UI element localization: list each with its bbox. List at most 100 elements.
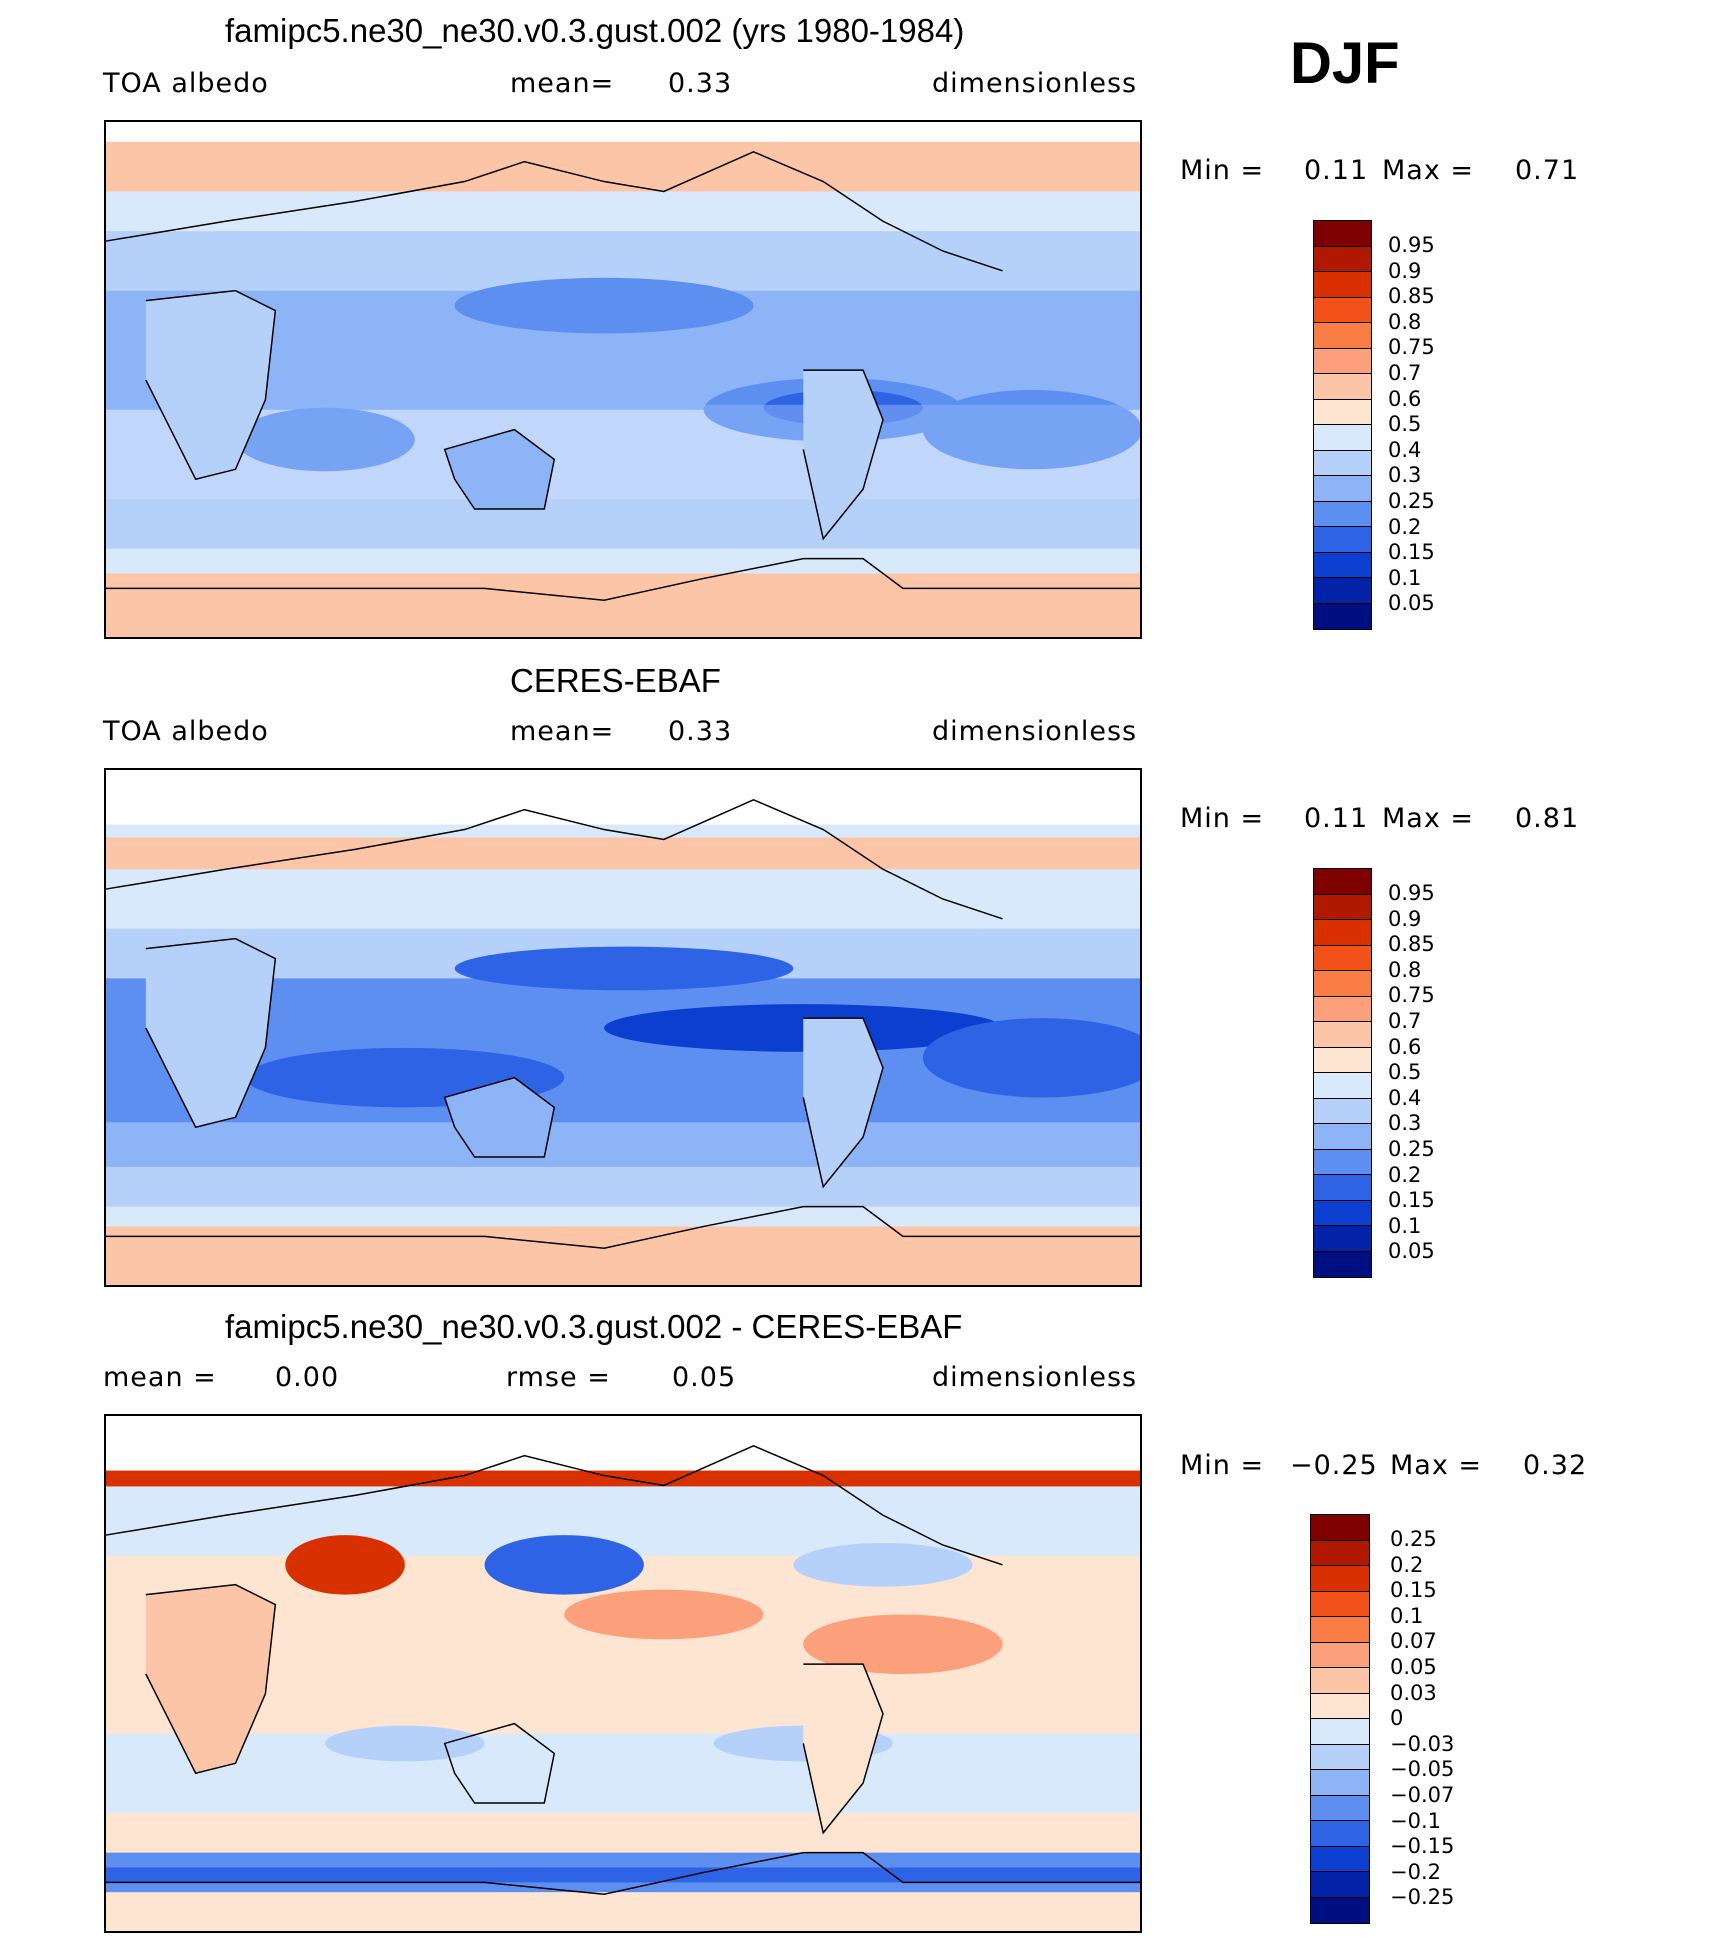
colorbar-tick-label: 0.8: [1388, 957, 1422, 982]
panel-2-title: CERES-EBAF: [510, 662, 721, 699]
panel-1-mean-label: mean=: [510, 68, 615, 99]
colorbar-tick-label: 0.3: [1388, 1111, 1422, 1136]
panel-3-title: famipc5.ne30_ne30.v0.3.gust.002 - CERES-…: [225, 1308, 963, 1345]
panel-1-max-label: Max =: [1382, 155, 1475, 186]
panel-3-mean-value: 0.00: [275, 1362, 340, 1393]
panel-3-units: dimensionless: [932, 1362, 1138, 1393]
colorbar-segment: [1311, 1591, 1369, 1617]
colorbar-segment: [1314, 603, 1371, 629]
colorbar-tick-label: 0.15: [1388, 1188, 1435, 1213]
panel-3-colorbar: [1310, 1514, 1370, 1924]
panel-3-map: [104, 1414, 1142, 1933]
colorbar-segment: [1314, 1047, 1371, 1073]
panel-2-colorbar: [1313, 868, 1372, 1278]
colorbar-tick-label: 0.85: [1388, 284, 1435, 309]
colorbar-tick-label: 0.05: [1390, 1654, 1437, 1679]
colorbar-tick-label: 0.25: [1388, 1136, 1435, 1161]
colorbar-tick-label: 0.03: [1390, 1680, 1437, 1705]
colorbar-segment: [1311, 1668, 1369, 1694]
panel-1-colorbar-labels: 0.95 0.9 0.85 0.8 0.75 0.7 0.6 0.5 0.4 0.3 0.25 0.2…: [1388, 233, 1435, 617]
panel-2-units: dimensionless: [932, 716, 1138, 747]
colorbar-tick-label: 0.05: [1388, 591, 1435, 616]
colorbar-tick-label: 0.9: [1388, 906, 1422, 931]
colorbar-segment: [1314, 476, 1371, 502]
colorbar-tick-label: 0.5: [1388, 1060, 1422, 1085]
colorbar-segment: [1311, 1846, 1369, 1872]
colorbar-segment: [1314, 246, 1371, 272]
colorbar-segment: [1311, 1795, 1369, 1821]
panel-3-rmse-value: 0.05: [672, 1362, 737, 1393]
colorbar-segment: [1314, 1124, 1371, 1150]
colorbar-segment: [1311, 1642, 1369, 1668]
panel-1-colorbar: [1313, 220, 1372, 630]
colorbar-segment: [1311, 1770, 1369, 1796]
colorbar-segment: [1314, 399, 1371, 425]
colorbar-tick-label: 0.2: [1388, 1162, 1422, 1187]
colorbar-segment: [1311, 1566, 1369, 1592]
colorbar-tick-label: −0.07: [1390, 1782, 1455, 1807]
colorbar-segment: [1311, 1515, 1369, 1541]
colorbar-tick-label: 0.1: [1388, 1213, 1422, 1238]
colorbar-tick-label: 0.2: [1390, 1552, 1424, 1577]
panel-2-min-value: 0.11: [1304, 803, 1369, 834]
colorbar-segment: [1314, 450, 1371, 476]
colorbar-tick-label: −0.1: [1390, 1808, 1441, 1833]
colorbar-tick-label: 0.95: [1388, 881, 1435, 905]
colorbar-tick-label: 0.25: [1388, 488, 1435, 513]
colorbar-segment: [1314, 945, 1371, 971]
colorbar-tick-label: 0.3: [1388, 463, 1422, 488]
colorbar-tick-label: 0.75: [1388, 335, 1435, 360]
colorbar-tick-label: 0.25: [1390, 1527, 1437, 1551]
colorbar-tick-label: 0.4: [1388, 1085, 1422, 1110]
panel-3-max-value: 0.32: [1523, 1450, 1588, 1481]
colorbar-segment: [1314, 425, 1371, 451]
panel-3-min-label: Min =: [1180, 1450, 1265, 1481]
colorbar-tick-label: 0: [1390, 1706, 1404, 1731]
colorbar-tick-label: 0.9: [1388, 258, 1422, 283]
colorbar-segment: [1314, 996, 1371, 1022]
colorbar-tick-label: 0.15: [1390, 1578, 1437, 1603]
colorbar-segment: [1311, 1821, 1369, 1847]
colorbar-segment: [1314, 323, 1371, 349]
colorbar-segment: [1314, 1022, 1371, 1048]
colorbar-tick-label: −0.2: [1390, 1859, 1441, 1884]
colorbar-tick-label: 0.6: [1388, 386, 1422, 411]
colorbar-segment: [1314, 527, 1371, 553]
panel-2-colorbar-labels: 0.95 0.9 0.85 0.8 0.75 0.7 0.6 0.5 0.4 0.3 0.25 0.2…: [1388, 881, 1435, 1265]
colorbar-tick-label: 0.2: [1388, 514, 1422, 539]
colorbar-tick-label: 0.85: [1388, 932, 1435, 957]
colorbar-segment: [1311, 1693, 1369, 1719]
colorbar-segment: [1314, 894, 1371, 920]
colorbar-tick-label: −0.15: [1390, 1834, 1455, 1859]
panel-3-min-value: −0.25: [1290, 1450, 1378, 1481]
colorbar-tick-label: 0.5: [1388, 412, 1422, 437]
panel-2-map: [104, 768, 1142, 1287]
colorbar-tick-label: 0.07: [1390, 1629, 1437, 1654]
colorbar-tick-label: −0.03: [1390, 1731, 1455, 1756]
colorbar-segment: [1314, 552, 1371, 578]
colorbar-segment: [1314, 1200, 1371, 1226]
panel-3-map-svg: [106, 1416, 1140, 1931]
colorbar-segment: [1311, 1897, 1369, 1923]
colorbar-segment: [1314, 971, 1371, 997]
colorbar-tick-label: 0.8: [1388, 309, 1422, 334]
season-label: DJF: [1290, 31, 1400, 96]
colorbar-tick-label: 0.4: [1388, 437, 1422, 462]
colorbar-tick-label: −0.25: [1390, 1885, 1455, 1910]
panel-1-min-value: 0.11: [1304, 155, 1369, 186]
panel-1-min-label: Min =: [1180, 155, 1265, 186]
colorbar-tick-label: 0.05: [1388, 1239, 1435, 1264]
panel-2-min-label: Min =: [1180, 803, 1265, 834]
panel-3-mean-label: mean =: [103, 1362, 217, 1393]
colorbar-segment: [1314, 1098, 1371, 1124]
panel-2-mean-value: 0.33: [668, 716, 733, 747]
panel-1-max-value: 0.71: [1515, 155, 1580, 186]
colorbar-segment: [1311, 1719, 1369, 1745]
panel-3-rmse-label: rmse =: [506, 1362, 611, 1393]
colorbar-tick-label: 0.95: [1388, 233, 1435, 257]
colorbar-segment: [1314, 578, 1371, 604]
colorbar-segment: [1311, 1744, 1369, 1770]
panel-1-title: famipc5.ne30_ne30.v0.3.gust.002 (yrs 198…: [225, 12, 965, 49]
colorbar-segment: [1314, 374, 1371, 400]
colorbar-tick-label: 0.1: [1390, 1603, 1424, 1628]
